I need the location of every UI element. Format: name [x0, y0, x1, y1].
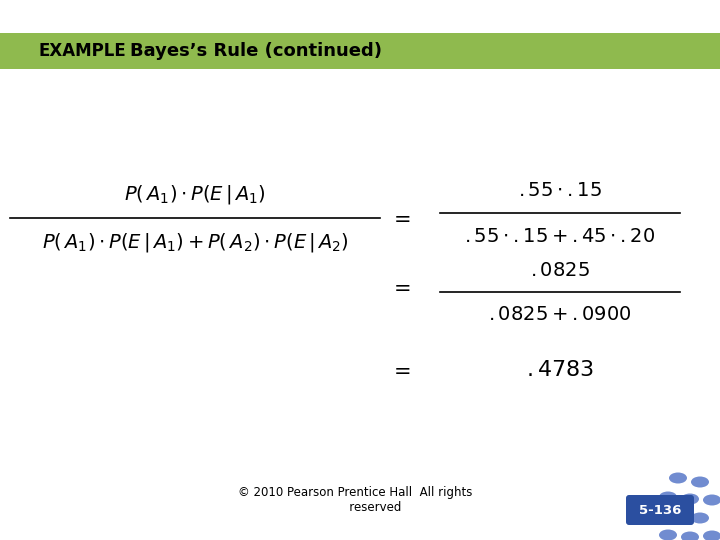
Ellipse shape — [691, 512, 709, 523]
Text: $.4783$: $.4783$ — [526, 360, 594, 380]
FancyBboxPatch shape — [626, 495, 694, 525]
Ellipse shape — [659, 491, 677, 503]
Text: $P(\,A_1)\cdot P(E\,|\,A_1)+P(\,A_2)\cdot P(E\,|\,A_2)$: $P(\,A_1)\cdot P(E\,|\,A_1)+P(\,A_2)\cdo… — [42, 231, 348, 253]
Ellipse shape — [681, 494, 699, 504]
Text: $=$: $=$ — [390, 360, 410, 380]
Text: $.0825+.0900$: $.0825+.0900$ — [488, 306, 632, 325]
Text: Bayes’s Rule (continued): Bayes’s Rule (continued) — [130, 42, 382, 60]
Ellipse shape — [669, 510, 687, 522]
Ellipse shape — [681, 531, 699, 540]
Text: $P(\,A_1)\cdot P(E\,|\,A_1)$: $P(\,A_1)\cdot P(E\,|\,A_1)$ — [124, 184, 266, 206]
Ellipse shape — [703, 530, 720, 540]
Text: $=$: $=$ — [390, 277, 410, 297]
Bar — [0, 33, 720, 69]
Text: $.55\cdot.15+.45\cdot.20$: $.55\cdot.15+.45\cdot.20$ — [464, 227, 656, 246]
Ellipse shape — [659, 530, 677, 540]
Ellipse shape — [691, 476, 709, 488]
Text: EXAMPLE: EXAMPLE — [38, 42, 126, 60]
Ellipse shape — [669, 472, 687, 483]
Text: $=$: $=$ — [390, 208, 410, 228]
Text: $.55\cdot.15$: $.55\cdot.15$ — [518, 180, 602, 199]
Text: © 2010 Pearson Prentice Hall  All rights
           reserved: © 2010 Pearson Prentice Hall All rights … — [238, 486, 472, 514]
Text: $.0825$: $.0825$ — [530, 260, 590, 280]
Ellipse shape — [703, 495, 720, 505]
Text: 5-136: 5-136 — [639, 503, 681, 516]
